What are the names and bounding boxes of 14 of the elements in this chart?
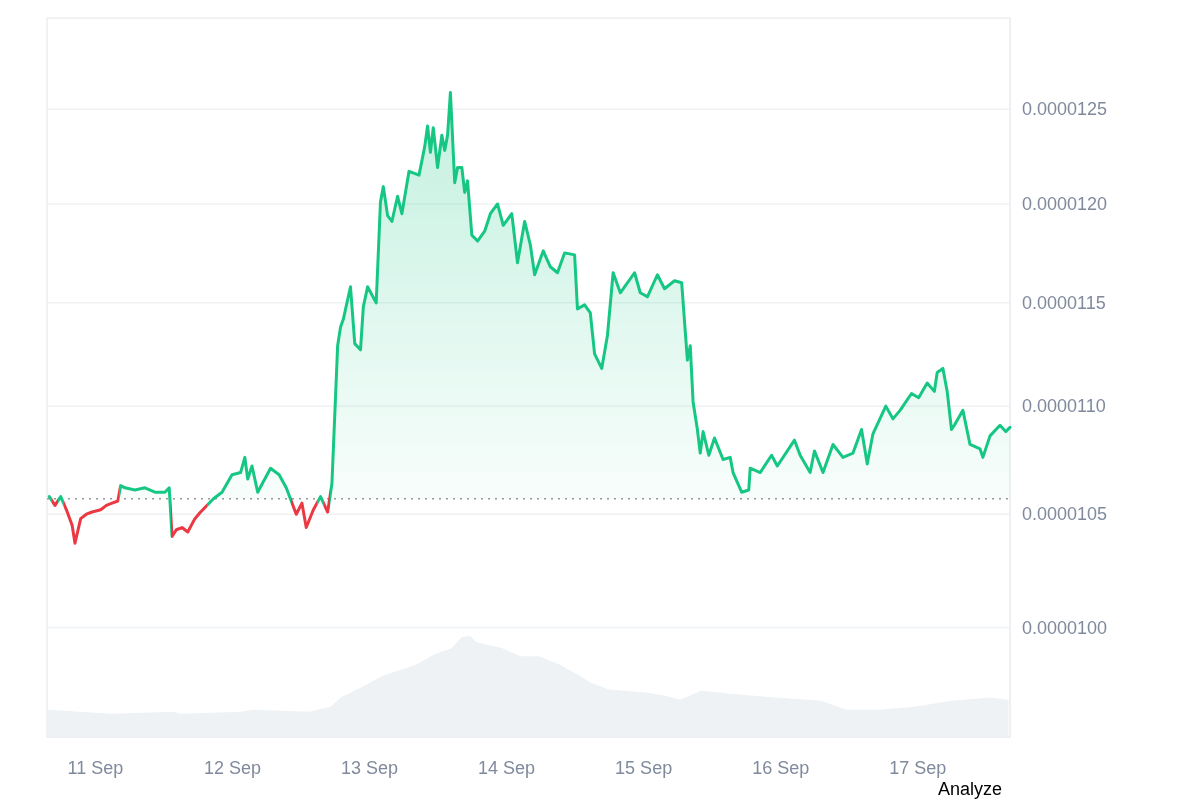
y-tick-label: 0.0000125 — [1022, 99, 1108, 120]
y-tick-label: 0.0000100 — [1022, 617, 1108, 638]
y-tick-label: 0.0000110 — [1022, 396, 1106, 417]
y-tick-label: 0.0000120 — [1022, 194, 1108, 215]
x-tick-label: 14 Sep — [478, 757, 536, 778]
x-tick-label: 17 Sep — [889, 757, 947, 778]
x-tick-label: 11 Sep — [67, 757, 124, 778]
y-tick-label: 0.0000115 — [1022, 293, 1106, 314]
x-tick-label: 12 Sep — [203, 757, 262, 778]
y-tick-label: 0.0000105 — [1022, 504, 1108, 525]
text: Analyze — [937, 779, 1002, 799]
x-tick-label: 15 Sep — [615, 757, 673, 778]
x-tick-label: 16 Sep — [752, 757, 810, 778]
x-tick-label: 13 Sep — [341, 757, 399, 778]
